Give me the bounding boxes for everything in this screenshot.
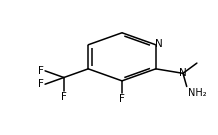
Text: N: N bbox=[155, 39, 162, 49]
Text: NH₂: NH₂ bbox=[188, 88, 206, 98]
Text: F: F bbox=[38, 79, 44, 89]
Text: N: N bbox=[179, 68, 187, 78]
Text: F: F bbox=[119, 94, 125, 104]
Text: F: F bbox=[61, 92, 67, 102]
Text: F: F bbox=[38, 66, 44, 76]
